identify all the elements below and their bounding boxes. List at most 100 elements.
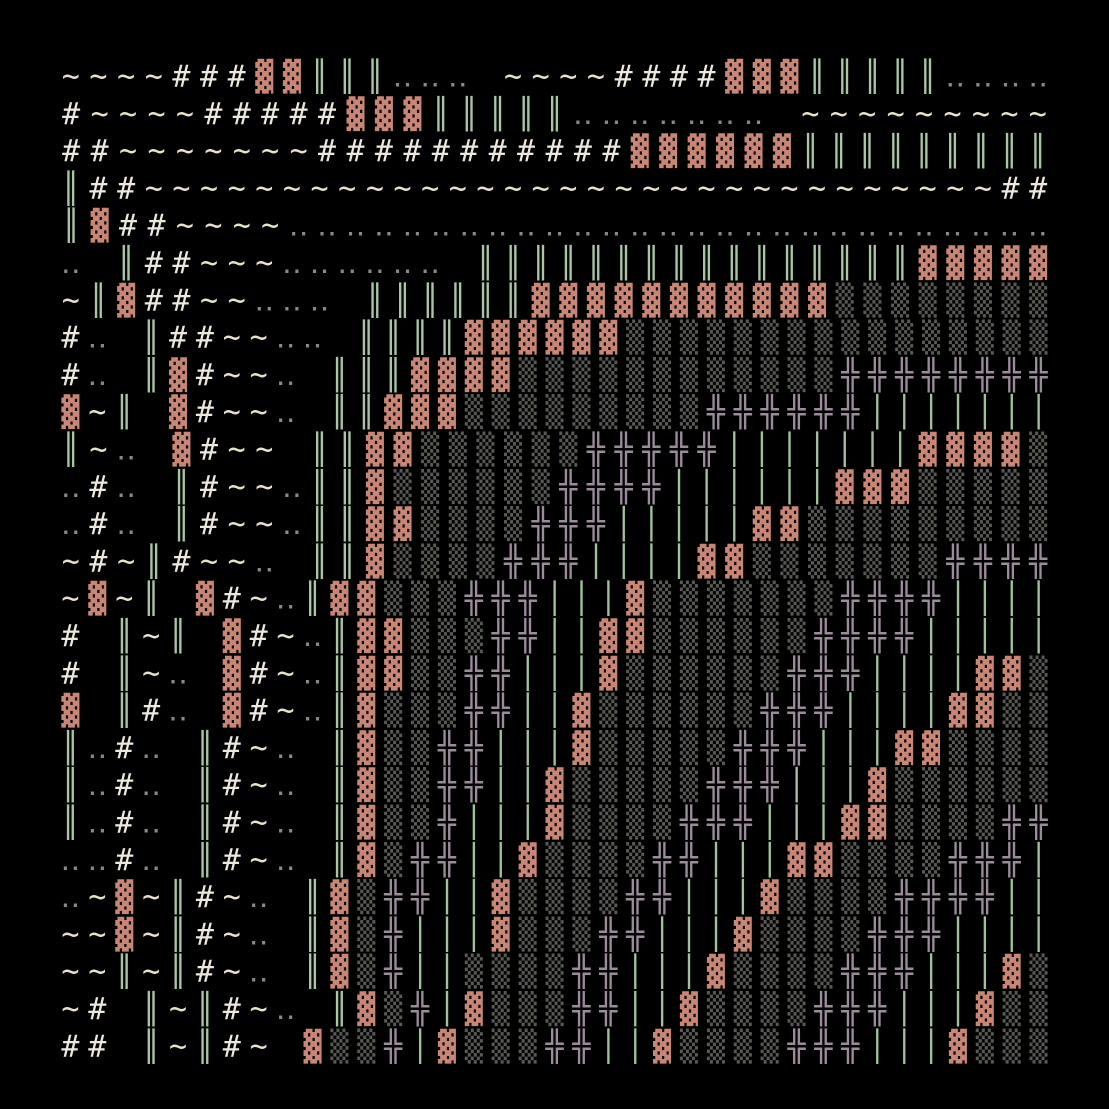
glyph: ▓ <box>814 841 833 878</box>
glyph: ~ <box>204 134 222 169</box>
glyph: ▓ <box>357 729 376 766</box>
glyph: │ <box>465 878 483 915</box>
glyph: │ <box>1003 617 1021 654</box>
glyph: │ <box>895 1027 913 1064</box>
glyph: │ <box>1030 915 1048 952</box>
glyph: ║ <box>830 132 848 169</box>
glyph: │ <box>780 431 798 468</box>
glyph: ▓ <box>357 841 376 878</box>
glyph: ╬ <box>840 393 860 430</box>
glyph: ▓ <box>61 692 80 729</box>
glyph: │ <box>976 953 994 990</box>
glyph: ▒ <box>787 320 806 356</box>
glyph: ▓ <box>841 804 860 841</box>
glyph: │ <box>572 654 590 691</box>
glyph: ▒ <box>1030 730 1049 766</box>
glyph: # <box>88 1029 106 1064</box>
glyph: ~ <box>421 171 439 206</box>
glyph: ~ <box>61 955 79 990</box>
glyph: ╬ <box>733 729 753 766</box>
glyph: # <box>62 134 80 169</box>
glyph: │ <box>519 766 537 803</box>
glyph: ╬ <box>760 766 780 803</box>
glyph: ▓ <box>1002 244 1021 281</box>
glyph: ▓ <box>1003 654 1022 691</box>
glyph: ╬ <box>679 841 699 878</box>
glyph: ~ <box>255 470 273 505</box>
glyph: ‥ <box>310 283 330 318</box>
glyph: ▒ <box>476 506 495 542</box>
glyph: # <box>375 134 393 169</box>
glyph: ▓ <box>384 393 403 430</box>
glyph: ▒ <box>384 730 403 766</box>
glyph: ‥ <box>829 209 849 244</box>
glyph: ║ <box>115 654 133 691</box>
glyph: ~ <box>62 283 80 318</box>
glyph: ▓ <box>545 319 564 356</box>
glyph: ▒ <box>545 916 564 952</box>
glyph: ▓ <box>1002 431 1021 468</box>
glyph: ║ <box>972 132 990 169</box>
glyph: ║ <box>780 244 798 281</box>
glyph: ▒ <box>599 357 618 393</box>
glyph: ‥ <box>276 768 296 803</box>
glyph: ╬ <box>652 878 672 915</box>
glyph: ║ <box>836 58 854 95</box>
glyph: ~ <box>290 134 308 169</box>
glyph: ~ <box>142 880 160 915</box>
glyph: ║ <box>196 990 214 1027</box>
glyph: ‥ <box>743 97 763 132</box>
glyph: ‥ <box>289 209 309 244</box>
glyph: ‥ <box>249 880 269 915</box>
glyph: ▓ <box>631 132 650 169</box>
glyph: ║ <box>303 580 321 617</box>
glyph: # <box>115 768 133 803</box>
glyph: │ <box>761 841 779 878</box>
glyph: ~ <box>670 171 688 206</box>
glyph: ║ <box>697 244 715 281</box>
glyph: ▓ <box>946 431 965 468</box>
glyph: ▒ <box>545 357 564 393</box>
glyph: ╬ <box>813 990 833 1027</box>
glyph: ‥ <box>276 582 296 617</box>
glyph: ▓ <box>357 580 376 617</box>
glyph: │ <box>615 505 633 542</box>
glyph: │ <box>626 953 644 990</box>
glyph: # <box>61 321 79 356</box>
glyph: ║ <box>863 58 881 95</box>
glyph: ╬ <box>813 617 833 654</box>
glyph: ║ <box>449 281 467 318</box>
glyph: ▒ <box>1029 506 1048 542</box>
glyph: ▒ <box>421 506 440 542</box>
glyph: ▒ <box>680 730 699 766</box>
glyph: ▒ <box>680 357 699 393</box>
glyph: ▒ <box>1030 693 1049 729</box>
glyph: │ <box>1003 580 1021 617</box>
glyph: # <box>318 134 336 169</box>
glyph: ▓ <box>753 505 772 542</box>
glyph: │ <box>411 953 429 990</box>
glyph: │ <box>1030 878 1048 915</box>
glyph: ~ <box>366 171 384 206</box>
glyph: ‥ <box>60 843 80 878</box>
glyph: │ <box>868 1027 886 1064</box>
glyph: ▒ <box>384 805 403 841</box>
glyph: ‥ <box>715 209 735 244</box>
glyph: ~ <box>176 97 194 132</box>
glyph: │ <box>653 990 671 1027</box>
glyph: │ <box>787 766 805 803</box>
glyph: ▓ <box>366 431 385 468</box>
glyph: │ <box>814 766 832 803</box>
glyph: ▓ <box>330 878 349 915</box>
glyph: ~ <box>200 246 218 281</box>
glyph: ▒ <box>841 320 860 356</box>
glyph: ▒ <box>787 357 806 393</box>
glyph: │ <box>868 729 886 766</box>
glyph: ▓ <box>366 542 385 579</box>
glyph: ▒ <box>974 469 993 505</box>
glyph: │ <box>599 580 617 617</box>
glyph: │ <box>808 468 826 505</box>
glyph: ‥ <box>857 209 877 244</box>
glyph: ▒ <box>895 320 914 356</box>
